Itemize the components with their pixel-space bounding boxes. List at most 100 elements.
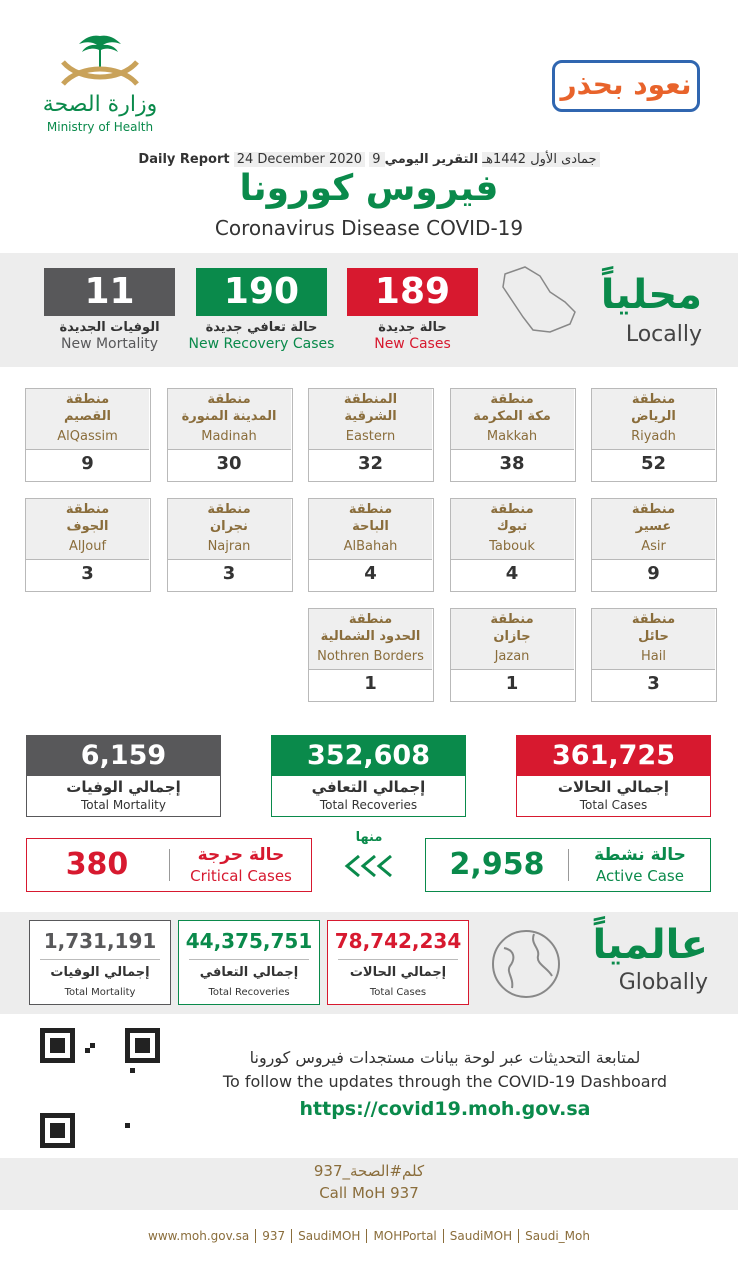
region-cases: 52 [640, 453, 667, 474]
region-head [309, 499, 432, 560]
region-name-ar: جازان [493, 629, 531, 644]
region-prefix: منطقة [65, 502, 110, 517]
total-label-en: Total Recoveries [319, 798, 418, 812]
qr-code [40, 1028, 160, 1148]
of-which: منها [355, 830, 383, 845]
region-card: المنطقة الشرقية Eastern 32 [308, 388, 434, 482]
region-cases: 3 [222, 563, 236, 584]
call-ar: كلم#الصحة_937 [313, 1162, 425, 1180]
total-card: 6,159 إجمالي الوفيات Total Mortality [26, 735, 221, 817]
region-prefix: منطقة [207, 392, 251, 407]
footer-links: www.moh.gov.sa 937 SaudiMOH MOHPortal SaudiM… [0, 1229, 738, 1243]
ministry-name-ar: وزارة الصحة [42, 92, 158, 117]
region-cases: 9 [647, 563, 660, 584]
region-card: منطقة عسير Asir 9 [591, 498, 717, 592]
total-card: 361,725 إجمالي الحالات Total Cases [516, 735, 711, 817]
active-card: 2,958 حالة نشطة Active Case [425, 838, 711, 892]
region-cases: 1 [364, 673, 377, 694]
region-cases: 4 [505, 563, 519, 584]
report-line: Daily Report 24 December 2020 9 جمادى ال… [0, 152, 738, 167]
region-cases: 9 [81, 453, 94, 474]
local-heading-en: Locally [625, 322, 702, 347]
critical-divider [169, 849, 170, 881]
region-cases: 4 [364, 563, 377, 584]
qr-module [50, 1038, 65, 1053]
title-ar: فيروس كورونا [239, 168, 499, 209]
region-head [167, 389, 291, 450]
global-divider [338, 959, 458, 960]
global-label-ar: إجمالي الحالات [349, 965, 447, 980]
region-name-en: Hail [641, 649, 666, 664]
region-name-en: Nothren Borders [317, 649, 424, 664]
total-value: 361,725 [517, 736, 710, 776]
global-label-ar: إجمالي الوفيات [50, 965, 150, 980]
region-name-en: Asir [641, 539, 666, 554]
global-divider [40, 959, 160, 960]
region-name-en: Tabouk [489, 539, 535, 554]
region-name-ar: القصيم [63, 409, 111, 424]
region-name-en: AlBahah [343, 539, 398, 554]
global-label-en: Total Mortality [64, 987, 136, 998]
region-prefix: المنطقة [343, 392, 398, 407]
region-card: منطقة جازان Jazan 1 [449, 608, 576, 702]
active-label-en: Active Case [596, 867, 684, 885]
region-prefix: منطقة [348, 612, 393, 627]
region-name-en: Makkah [486, 429, 538, 444]
region-cases: 32 [357, 453, 384, 474]
region-card: منطقة القصيم AlQassim 9 [25, 388, 151, 482]
report-label-ar: التقرير اليومي [384, 152, 479, 167]
region-head [167, 499, 291, 560]
region-card: منطقة الباحة AlBahah 4 [308, 498, 434, 592]
global-label-en: Total Cases [369, 987, 427, 998]
footer-link[interactable]: Saudi_Moh [525, 1229, 590, 1243]
qr-module [50, 1123, 65, 1138]
footer-link[interactable]: www.moh.gov.sa [148, 1229, 250, 1243]
region-head [309, 389, 432, 450]
region-name-ar: حائل [638, 629, 669, 644]
region-prefix: منطقة [348, 502, 393, 517]
qr-module [130, 1068, 135, 1073]
region-head [26, 389, 149, 450]
global-card: 44,375,751 إجمالي التعافي Total Recoveries [178, 920, 320, 1005]
local-stat-value: 190 [196, 268, 327, 316]
title-en: Coronavirus Disease COVID-19 [214, 216, 524, 240]
footer-link[interactable]: 937 [262, 1229, 286, 1243]
total-label-ar: إجمالي التعافي [311, 778, 426, 796]
region-prefix: منطقة [490, 502, 534, 517]
region-head [450, 609, 574, 670]
region-head [309, 609, 432, 670]
active-divider [568, 849, 569, 881]
region-name-en: Eastern [345, 429, 396, 444]
region-head [592, 609, 715, 670]
ministry-name-en: Ministry of Health [46, 120, 154, 134]
region-prefix: منطقة [207, 502, 251, 517]
logo-emblem [61, 35, 139, 86]
saudi-map [502, 266, 576, 333]
global-label-ar: إجمالي التعافي [199, 965, 299, 980]
region-name-ar: مكة المكرمة [473, 409, 551, 424]
global-heading-en: Globally [618, 970, 708, 995]
global-card: 1,731,191 إجمالي الوفيات Total Mortality [29, 920, 171, 1005]
local-stat-value: 189 [347, 268, 478, 316]
region-prefix: منطقة [631, 392, 676, 407]
dashboard-text-ar: لمتابعة التحديثات عبر لوحة بيانات مستجدا… [249, 1048, 641, 1067]
footer-link[interactable]: SaudiMOH [298, 1229, 361, 1243]
global-value: 1,731,191 [43, 929, 157, 953]
region-cases: 3 [81, 563, 94, 584]
region-name-en: Riyadh [631, 429, 676, 444]
region-prefix: منطقة [490, 392, 534, 407]
footer-link[interactable]: SaudiMOH [449, 1229, 513, 1243]
active-value: 2,958 [449, 847, 545, 882]
region-prefix: منطقة [65, 392, 110, 407]
separator [366, 1229, 368, 1243]
region-card: منطقة تبوك Tabouk 4 [449, 498, 576, 592]
dashboard-url[interactable]: https://covid19.moh.gov.sa [299, 1098, 591, 1120]
separator [291, 1229, 293, 1243]
region-name-en: Najran [207, 539, 251, 554]
local-stat-label-en: New Mortality [60, 336, 158, 352]
global-label-en: Total Recoveries [208, 987, 290, 998]
critical-value: 380 [65, 847, 129, 882]
region-name-ar: المدينة المنورة [181, 409, 277, 424]
footer-link[interactable]: MOHPortal [373, 1229, 437, 1243]
region-name-ar: الباحة [352, 519, 389, 534]
